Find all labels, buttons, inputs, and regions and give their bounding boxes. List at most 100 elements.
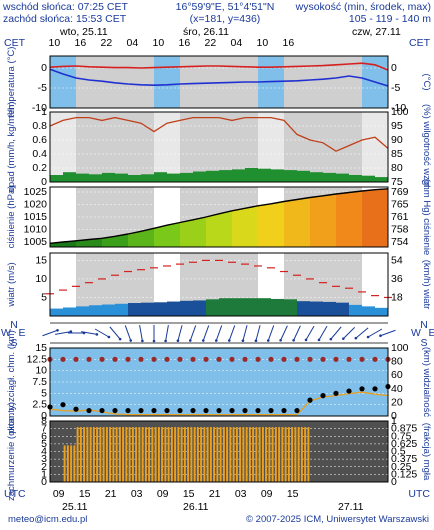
y-tick-label: 7.5	[32, 376, 47, 388]
wind-speed-bar	[232, 298, 245, 316]
top-hour-label: 10	[48, 37, 60, 49]
wind-speed-bar	[336, 302, 349, 316]
footer-copyright: © 2007-2025 ICM, Uniwersytet Warszawski	[246, 514, 429, 525]
precip-bar	[232, 169, 245, 182]
wind-direction-arrow-head	[141, 339, 144, 343]
cloud-extent-point	[307, 397, 313, 403]
wind-direction-arrow	[242, 325, 248, 341]
fog-stripe	[307, 427, 310, 482]
y-tick-label-right: 0.375	[391, 453, 417, 465]
fog-stripe	[164, 427, 167, 482]
pressure-area-segment	[167, 222, 180, 247]
fog-stripe	[278, 427, 281, 482]
precip-bar	[206, 170, 219, 182]
wind-speed-bar	[167, 301, 180, 316]
y-axis-label-right: (°C)	[421, 74, 432, 91]
precip-bar	[271, 169, 284, 182]
panel-frame	[49, 420, 389, 483]
fog-stripe	[294, 427, 297, 482]
y-axis-label: temperatura (°C)	[6, 47, 17, 118]
fog-stripe	[284, 427, 287, 482]
pressure-area-segment	[336, 192, 349, 247]
fog-stripe	[291, 427, 294, 482]
wind-direction-arrow	[255, 325, 261, 341]
precip-bar	[115, 173, 128, 182]
fog-stripe	[138, 427, 141, 482]
wind-speed-bar	[362, 306, 375, 316]
pressure-area-segment	[76, 239, 89, 247]
y-axis-label-right: (km) widzialność	[421, 347, 432, 417]
precip-bar	[349, 175, 362, 182]
precip-bar	[284, 170, 297, 182]
wind-speed-bar	[284, 299, 297, 316]
wind-speed-bar	[154, 302, 167, 316]
cloud-top-point	[307, 356, 313, 362]
precip-bar	[336, 173, 349, 182]
precip-bar	[102, 172, 115, 182]
cloud-top-point	[333, 356, 339, 362]
wind-direction-arrow	[81, 331, 97, 335]
cloud-top-point	[320, 356, 326, 362]
fog-stripe	[232, 427, 235, 482]
cloud-top-point	[164, 356, 170, 362]
cloud-top-point	[203, 356, 209, 362]
y-tick-label: 0	[41, 62, 47, 74]
wind-direction-arrow	[109, 326, 121, 340]
wind-direction-arrow	[342, 326, 356, 340]
y-tick-label: 8	[41, 415, 47, 427]
wind-speed-bar	[271, 298, 284, 316]
precip-bar	[245, 168, 258, 182]
footer-email: meteo@icm.edu.pl	[8, 514, 87, 525]
fog-stripe	[115, 427, 118, 482]
cloud-extent-point	[99, 407, 105, 414]
cloud-top-point	[177, 356, 183, 362]
wind-direction-arrow	[305, 325, 315, 341]
y-tick-label-right: 95	[391, 120, 403, 132]
cloud-top-point	[138, 356, 144, 362]
wind-direction-arrow	[380, 329, 396, 337]
fog-stripe	[92, 427, 95, 482]
precip-bar	[141, 174, 154, 182]
fog-stripe	[245, 427, 248, 482]
precip-bar	[154, 172, 167, 182]
cloud-top-point	[99, 356, 105, 362]
cloud-extent-point	[281, 407, 287, 414]
cloud-top-point	[229, 356, 235, 362]
wind-speed-bar	[206, 299, 219, 316]
fog-stripe	[99, 427, 102, 482]
pressure-area-segment	[362, 189, 375, 247]
sunset-text: zachód słońca: 15:53 CET	[3, 13, 127, 25]
bottom-hour-label: 15	[79, 488, 91, 500]
wind-direction-arrow-head	[214, 339, 218, 342]
wind-direction-arrow	[267, 325, 275, 341]
top-hour-labels: 10 16 22 04 10 16 22 04 10 16	[48, 37, 294, 49]
wind-direction-arrow	[177, 325, 183, 341]
y-tick-label: 1	[41, 106, 47, 118]
fog-stripe	[112, 427, 115, 482]
wind-speed-bar	[63, 307, 76, 316]
pressure-line	[49, 188, 389, 244]
y-tick-label: 0	[41, 176, 47, 188]
fog-stripe	[187, 427, 190, 482]
y-tick-label-right: 100	[391, 106, 409, 118]
top-hour-label: 10	[152, 37, 164, 49]
bottom-day-label: 26.11	[183, 501, 209, 513]
grid-text: (x=181, y=436)	[190, 13, 261, 25]
wind-speed-bar	[323, 301, 336, 316]
wind-speed-bar	[89, 305, 102, 316]
fog-stripe	[235, 427, 238, 482]
compass-letter-right: N	[420, 319, 428, 331]
pressure-area-segment	[310, 195, 323, 247]
cloud-top-point	[151, 356, 157, 362]
fog-stripe	[209, 427, 212, 482]
y-tick-label: 10	[35, 365, 47, 377]
wind-direction-arrow-head	[164, 339, 167, 343]
y-tick-label: 0.8	[32, 120, 47, 132]
wind-direction-arrow	[202, 325, 210, 341]
y-tick-label: -5	[38, 82, 47, 94]
top-day-labels: wto, 25.11 śro, 26.11 czw, 27.11	[59, 26, 401, 38]
wind-direction-arrow	[355, 327, 369, 339]
bottom-hour-label: 09	[261, 488, 273, 500]
wind-direction-arrow-head	[317, 338, 321, 342]
y-tick-label: 1	[41, 468, 47, 480]
